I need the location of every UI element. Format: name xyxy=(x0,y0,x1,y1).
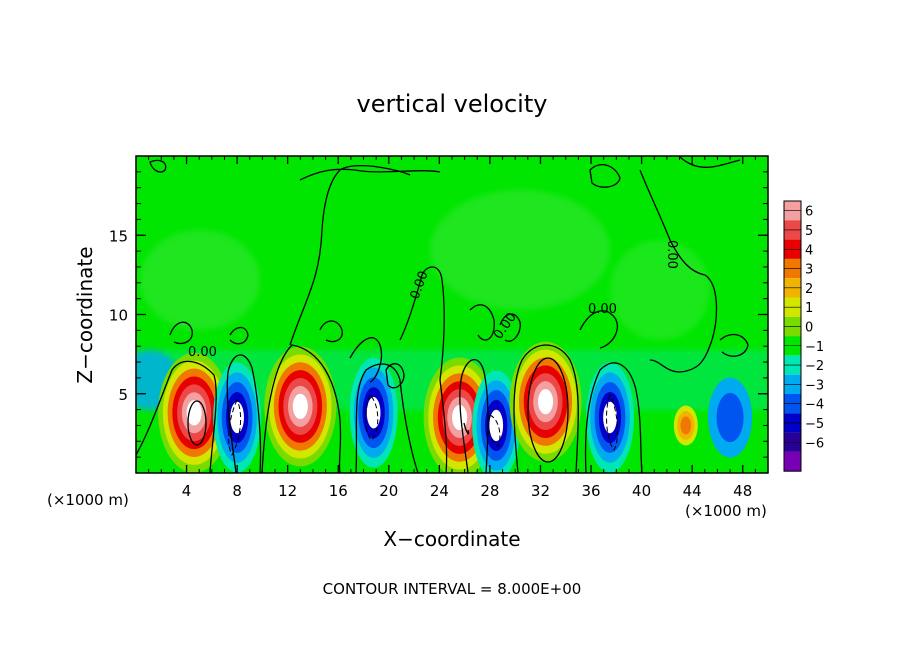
cell-ring xyxy=(489,409,504,442)
x-tick-label: 8 xyxy=(232,482,242,500)
x-axis-label: X−coordinate xyxy=(383,527,520,551)
contour-label: 0.00 xyxy=(588,302,617,317)
velocity-cell xyxy=(586,362,634,473)
x-tick-label: 12 xyxy=(278,482,297,500)
y-tick-label: 10 xyxy=(109,307,128,325)
colorbar-label: 3 xyxy=(805,263,813,278)
colorbar-label: 5 xyxy=(805,224,813,239)
cells-layer xyxy=(158,341,753,473)
colorbar-label: −1 xyxy=(805,340,824,355)
contour-interval-footer: CONTOUR INTERVAL = 8.000E+00 xyxy=(323,580,582,598)
colorbar-swatch xyxy=(784,451,801,472)
colorbar-label: 0 xyxy=(805,320,813,335)
x-tick-label: 20 xyxy=(379,482,398,500)
colorbar-label: 1 xyxy=(805,301,813,316)
cell-ring xyxy=(230,401,244,434)
contour-lines xyxy=(136,156,749,473)
colorbar: 6 5 4 3 2 1 0 −1 −2 −3 −4 −5 −6 xyxy=(783,200,824,472)
x-tick-label: 48 xyxy=(733,482,752,500)
cell-ring xyxy=(537,389,554,415)
colorbar-label: −4 xyxy=(805,398,824,413)
x-tick-label: 32 xyxy=(531,482,550,500)
x-unit-right: (×1000 m) xyxy=(685,502,767,520)
cell-ring xyxy=(603,401,617,434)
x-tick-label: 44 xyxy=(683,482,702,500)
chart-title: vertical velocity xyxy=(357,90,548,118)
dashed-contours xyxy=(228,393,618,457)
colorbar-label: −6 xyxy=(805,436,824,451)
y-tick-label: 15 xyxy=(109,227,128,245)
x-tick-label: 24 xyxy=(430,482,449,500)
x-tick-label: 4 xyxy=(182,482,192,500)
colorbar-label: 6 xyxy=(805,205,813,220)
velocity-field xyxy=(136,156,768,473)
x-tick-label: 36 xyxy=(581,482,600,500)
x-tick-label: 28 xyxy=(480,482,499,500)
velocity-cell xyxy=(509,341,582,462)
y-axis-label: Z−coordinate xyxy=(73,246,97,383)
cell-ring xyxy=(292,393,308,420)
velocity-cell xyxy=(264,346,337,467)
cell-ring xyxy=(452,404,468,431)
cell-ring xyxy=(366,397,381,429)
y-tick-label: 5 xyxy=(118,386,128,404)
contour-label: 0.00 xyxy=(664,240,679,269)
colorbar-label: −2 xyxy=(805,359,824,374)
velocity-cell xyxy=(158,352,231,473)
x-tick-label: 16 xyxy=(329,482,348,500)
cell-ring xyxy=(680,416,692,435)
velocity-cell xyxy=(708,377,753,458)
colorbar-label: −3 xyxy=(805,378,824,393)
cell-ring xyxy=(716,392,744,443)
colorbar-label: 4 xyxy=(805,243,813,258)
x-tick-label: 40 xyxy=(632,482,651,500)
velocity-cell xyxy=(673,405,698,446)
colorbar-label: 2 xyxy=(805,282,813,297)
velocity-cell xyxy=(349,357,398,468)
contour-label: 0.00 xyxy=(188,345,217,360)
colorbar-label: −5 xyxy=(805,417,824,432)
colorbar-frame xyxy=(783,200,802,472)
x-unit-left: (×1000 m) xyxy=(47,491,129,509)
